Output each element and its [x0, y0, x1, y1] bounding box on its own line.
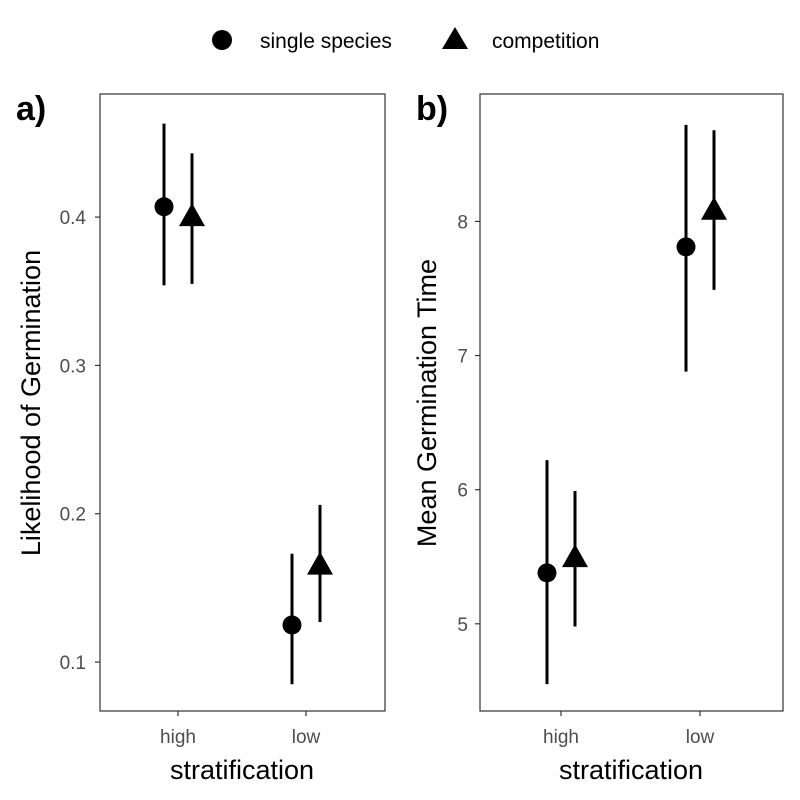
panel-a-y-ticks: 0.1 0.2 0.3 0.4: [60, 208, 100, 674]
panel-a-label: a): [16, 90, 46, 128]
panel-b-x-tick-label: low: [686, 727, 715, 748]
panel-b-border: [479, 93, 784, 712]
panel-a-y-tick-label: 0.3: [60, 356, 86, 377]
panel-a-point-single-species: [154, 197, 174, 217]
panel-a-x-ticks: high low: [160, 711, 321, 748]
panel-a-y-axis-title: Likelihood of Germination: [16, 250, 46, 556]
panel-b-y-tick-label: 8: [457, 212, 468, 233]
legend-label-competition: competition: [492, 30, 599, 53]
panel-b-point-competition: [562, 544, 588, 568]
panel-a-marks: [154, 123, 333, 685]
panel-a-point-competition: [179, 203, 205, 227]
panel-b-x-ticks: high low: [543, 711, 715, 748]
panel-b-point-single-species: [676, 237, 696, 257]
panel-b-label: b): [416, 90, 448, 128]
panel-b-y-ticks: 5 6 7 8: [457, 212, 480, 636]
panel-b-point-single-species: [537, 563, 557, 583]
legend-triangle-marker: [442, 27, 468, 49]
panel-b-point-competition: [701, 196, 727, 220]
panel-a-x-tick-label: high: [160, 727, 196, 748]
panel-a-x-tick-label: low: [292, 727, 321, 748]
panel-a-y-tick-label: 0.1: [60, 653, 86, 674]
legend: single species competition: [212, 27, 599, 53]
panel-a-border: [99, 93, 386, 712]
panel-a-y-tick-label: 0.4: [60, 208, 87, 229]
panel-a-point-competition: [307, 551, 333, 575]
panel-b-x-axis-title: stratification: [559, 755, 703, 785]
panel-b: b) Mean Germination Time stratification …: [412, 90, 784, 785]
panel-b-y-tick-label: 7: [457, 347, 468, 368]
panel-b-y-axis-title: Mean Germination Time: [412, 259, 442, 547]
panel-a-point-single-species: [282, 615, 302, 635]
panel-a-x-axis-title: stratification: [170, 755, 314, 785]
panel-a: a) Likelihood of Germination stratificat…: [16, 90, 386, 785]
panel-a-y-tick-label: 0.2: [60, 505, 86, 526]
panel-b-marks: [537, 124, 727, 685]
legend-label-single-species: single species: [260, 30, 392, 53]
legend-circle-marker: [212, 30, 232, 50]
panel-b-y-tick-label: 6: [457, 481, 468, 502]
panel-b-y-tick-label: 5: [457, 615, 468, 636]
panel-b-x-tick-label: high: [543, 727, 579, 748]
